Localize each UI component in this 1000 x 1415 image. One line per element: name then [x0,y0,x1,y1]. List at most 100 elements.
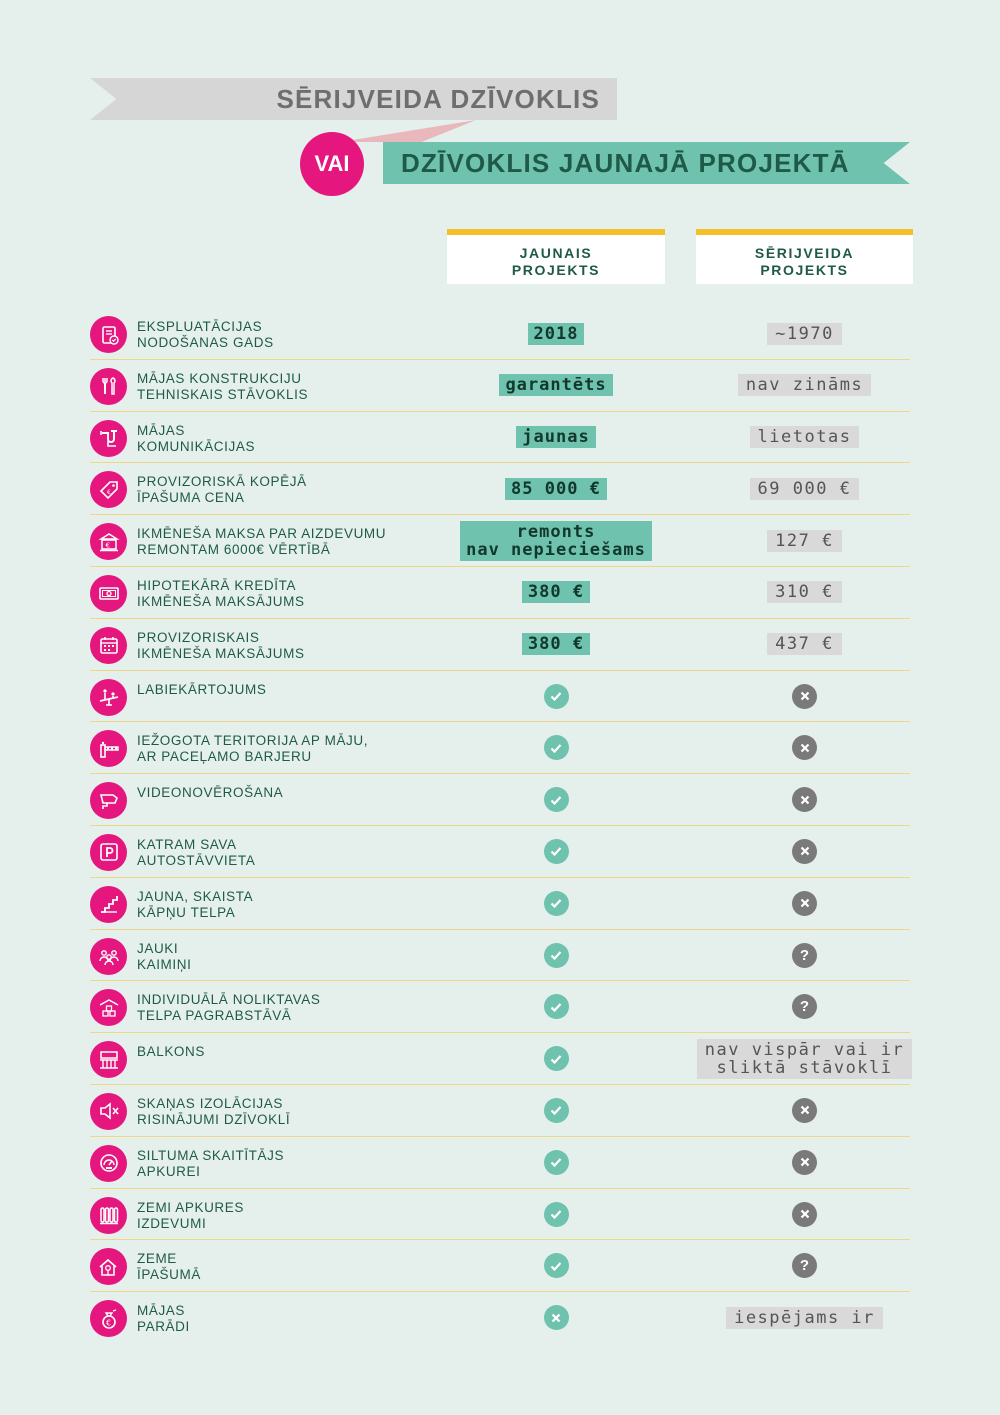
old-value-badge: nav vispār vai ir sliktā stāvoklī [696,1038,913,1079]
storage-boxes-icon [90,989,127,1027]
column-header-new-line-1: JAUNAIS [519,244,593,261]
row-label-line: EKSPLUATĀCIJAS [137,319,263,334]
new-value-text: 380 € [527,582,585,603]
table-row: MĀJAS KONSTRUKCIJU TEHNISKAIS STĀVOKLIS ga… [90,360,910,412]
price-tag-icon: € [90,471,127,509]
table-row: JAUKI KAIMIŅI? [90,930,910,982]
row-label: MĀJAS PARĀDI [137,1303,417,1335]
check-icon [543,1149,569,1175]
new-apartment-title: DZĪVOKLIS JAUNAJĀ PROJEKTĀ [401,148,850,178]
check-icon [543,890,569,916]
document-check-icon [90,316,127,353]
row-label-line: ZEMI APKURES [137,1199,244,1215]
cross-icon [792,787,817,813]
row-label: HIPOTEKĀRĀ KREDĪTA IKMĒNEŠA MAKSĀJUMS [137,578,417,610]
row-label-line: IEŽOGOTA TERITORIJA AP MĀJU, [137,733,369,749]
table-row: LABIEKĀRTOJUMS [90,671,910,723]
comparison-table: EKSPLUATĀCIJAS NODOŠANAS GADS 2018 ~1970 MĀJ… [90,308,913,1344]
question-icon: ? [792,1253,817,1279]
old-project-cell: ~1970 [696,308,913,359]
new-project-cell: garantēts [447,360,665,411]
old-project-cell: lietotas [696,412,913,463]
new-value-badge: garantēts [499,374,613,397]
table-row: EKSPLUATĀCIJAS NODOŠANAS GADS 2018 ~1970 [90,308,910,360]
cross-icon [792,735,817,761]
cross-icon [792,890,817,916]
new-value-badge: 380 € [521,633,591,656]
new-value-badge: jaunas [516,426,596,449]
old-value-text: sliktā stāvoklī [716,1057,893,1078]
column-header-new-line-2: PROJEKTS [511,261,601,278]
new-project-cell [447,930,665,981]
old-project-cell: 437 € [696,619,913,670]
new-project-cell: jaunas [447,412,665,463]
old-project-cell [696,671,913,722]
new-project-cell [447,1085,665,1136]
new-project-cell [447,878,665,929]
row-label-line: ZEME [137,1251,177,1267]
new-value-text: jaunas [522,427,590,448]
barrier-icon [90,730,127,768]
svg-text:€: € [105,541,109,549]
row-label-line: IKMĒNEŠA MAKSĀJUMS [137,593,305,609]
old-project-cell [696,722,913,773]
old-project-cell: iespējams ir [696,1292,913,1343]
speaker-mute-icon [90,1092,127,1130]
row-label-line: KĀPŅU TELPA [137,904,236,920]
house-tree-icon [90,1248,127,1286]
old-value-badge: 437 € [767,633,842,656]
row-label-line: KATRAM SAVA [137,836,237,852]
old-value-badge: 127 € [767,529,842,552]
row-label: JAUKI KAIMIŅI [137,941,417,973]
table-row: SKAŅAS IZOLĀCIJAS RISINĀJUMI DZĪVOKLĪ [90,1085,910,1137]
old-value-text: 310 € [775,582,834,603]
banner-connector-ribbon [340,120,476,142]
new-value-badge: 380 € [521,581,591,604]
table-row: INDIVIDUĀLĀ NOLIKTAVAS TELPA PAGRABSTĀVĀ? [90,981,913,1034]
row-label-line: APKUREI [137,1163,201,1179]
row-label: PROVIZORISKĀ KOPĒJĀ ĪPAŠUMA CENA [137,474,417,506]
old-project-cell: nav vispār vai ir sliktā stāvoklī [696,1033,913,1084]
old-project-cell [696,1189,913,1240]
row-label: SKAŅAS IZOLĀCIJAS RISINĀJUMI DZĪVOKLĪ [137,1096,417,1128]
row-label-line: TELPA PAGRABSTĀVĀ [137,1008,292,1024]
row-label: MĀJAS KONSTRUKCIJU TEHNISKAIS STĀVOKLIS [137,371,417,403]
column-header-old-line-2: PROJEKTS [760,261,849,278]
heat-meter-icon [90,1144,127,1182]
old-value-text: iespējams ir [734,1307,875,1328]
row-label-line: PARĀDI [137,1319,190,1335]
old-project-cell: ? [696,1240,913,1291]
cross-icon [792,1097,817,1123]
row-label: IEŽOGOTA TERITORIJA AP MĀJU, AR PACEĻAMO … [137,733,417,765]
stairs-icon [90,885,127,923]
old-value-text: ~1970 [775,323,834,344]
parking-icon [90,833,127,871]
new-project-cell [447,981,665,1032]
neighbors-icon [90,937,127,975]
svg-text:€: € [107,489,111,496]
row-label-line: ĪPAŠUMA CENA [137,490,245,506]
table-row: € MĀJAS PARĀDI iespējams ir [90,1292,910,1344]
table-row: VIDEONOVĒROŠANA [90,774,910,826]
column-header-serial-project: SĒRIJVEIDA PROJEKTS [696,229,913,284]
row-label: MĀJAS KOMUNIKĀCIJAS [137,423,417,455]
column-header-old-line-1: SĒRIJVEIDA [754,244,855,261]
old-apartment-banner [90,78,617,120]
new-value-text: 380 € [527,634,585,655]
row-label-line: SKAŅAS IZOLĀCIJAS [137,1095,283,1111]
cross-icon [792,1149,817,1175]
table-row: KATRAM SAVA AUTOSTĀVVIETA [90,826,910,878]
row-label-line: IKMĒNEŠA MAKSĀJUMS [137,645,305,661]
row-label-line: PROVIZORISKAIS [137,629,260,645]
check-icon [543,942,569,968]
column-header-new-project: JAUNAIS PROJEKTS [447,229,665,284]
camera-icon [90,782,127,820]
new-project-cell [447,826,665,877]
table-row: ZEME ĪPAŠUMĀ? [90,1240,913,1293]
playground-icon [90,678,127,716]
old-project-cell: ? [696,981,913,1032]
new-value-badge: remonts nav nepieciešams [460,520,652,561]
table-row: JAUNA, SKAISTA KĀPŅU TELPA [90,878,910,930]
row-label-line: INDIVIDUĀLĀ NOLIKTAVAS [137,992,321,1008]
new-value-text: nav nepieciešams [466,539,646,560]
